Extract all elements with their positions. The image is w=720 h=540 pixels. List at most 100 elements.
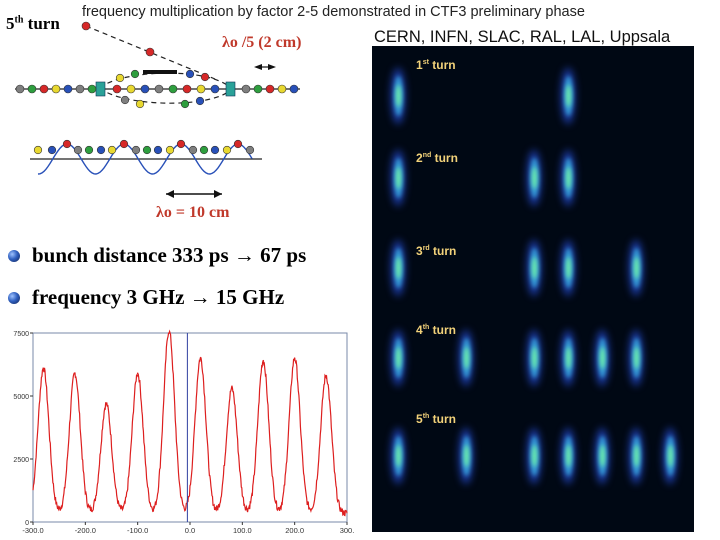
turn-label: 2nd turn <box>416 151 458 165</box>
turn-word: turn <box>432 58 456 72</box>
rf-wave <box>37 143 253 175</box>
turn-number: 2 <box>416 151 423 165</box>
fifth-turn-number: 5 <box>6 14 15 33</box>
bunch-dot <box>210 145 220 155</box>
bullet-icon <box>8 249 20 262</box>
bunch-dot <box>165 145 175 155</box>
bunch-dot <box>63 84 73 94</box>
bunch-spot <box>565 257 571 279</box>
bunch-dot <box>233 139 243 149</box>
bunch-dot <box>168 84 178 94</box>
bunch-spot <box>667 445 673 467</box>
kicker-bar <box>143 70 177 74</box>
turn-word: turn <box>434 151 458 165</box>
turn-label: 5th turn <box>416 412 456 426</box>
bunch-dot <box>200 72 210 82</box>
bunch-dot <box>188 145 198 155</box>
turn-suffix: nd <box>422 152 432 159</box>
y-tick-label: 7500 <box>13 331 29 338</box>
bunch-dot <box>112 84 122 94</box>
bunch-spot <box>395 85 401 107</box>
bunch-dot <box>154 84 164 94</box>
spectrum-peak <box>42 367 45 370</box>
rf-deflector-right <box>225 81 236 97</box>
spectrum-peak <box>168 332 170 334</box>
bunch-dot <box>185 69 195 79</box>
bunch-spot <box>565 85 571 107</box>
fifth-turn-suffix: th <box>14 14 24 26</box>
spectrum-peak <box>74 372 76 375</box>
wavelength-arrow-left <box>166 190 174 198</box>
turn-suffix: th <box>422 413 430 420</box>
fifth-turn-word: turn <box>27 14 60 33</box>
turn-word: turn <box>432 412 456 426</box>
bunch-dot <box>241 84 251 94</box>
bunch-dot <box>73 145 83 155</box>
bunch-spectrum-chart: 0 2500 5000 7500 -300.0 -200.0 -100.0 0.0 100.0 2… <box>13 329 355 535</box>
bunch-dot <box>120 95 130 105</box>
lambda-full-label: λo = 10 cm <box>156 204 230 221</box>
bullet-text: frequency 3 GHz → 15 GHz <box>32 285 285 309</box>
bunch-dot <box>222 145 232 155</box>
bunch-spot <box>463 347 469 369</box>
turn-word: turn <box>432 323 456 337</box>
bunch-dot <box>196 84 206 94</box>
bunch-spot <box>531 257 537 279</box>
turn-word: turn <box>433 244 457 258</box>
bunch-dot <box>153 145 163 155</box>
bunch-dot <box>253 84 263 94</box>
bunch-dot <box>182 84 192 94</box>
bunch-dot <box>176 139 186 149</box>
turn-number: 3 <box>416 244 423 258</box>
spectrum-peak <box>199 357 202 359</box>
x-tick-label: 300. <box>340 526 355 535</box>
bunch-dot <box>131 145 141 155</box>
bunch-combination-diagram <box>15 21 300 198</box>
bunch-dot <box>210 84 220 94</box>
bunch-dot <box>15 84 25 94</box>
bunch-spot <box>531 445 537 467</box>
streak-camera-image: 1st turn 2nd turn 3rd turn 4th turn 5th turn <box>372 46 694 532</box>
spacing-arrow-right <box>268 64 276 70</box>
bunch-spot <box>565 167 571 189</box>
x-tick-label: 100.0 <box>233 526 252 535</box>
y-tick-label: 2500 <box>13 457 29 464</box>
bunch-dot <box>27 84 37 94</box>
bunch-dot <box>47 145 57 155</box>
bunch-dot <box>81 21 91 31</box>
bunch-spot <box>633 257 639 279</box>
bullet-bunch-distance: bunch distance 333 ps → 67 ps <box>8 243 306 268</box>
bunch-dot <box>145 47 155 57</box>
bunch-spot <box>395 257 401 279</box>
x-tick-label: -100.0 <box>127 526 148 535</box>
wavelength-arrow-right <box>214 190 222 198</box>
y-tick-label: 5000 <box>13 394 29 401</box>
bunch-spot <box>599 347 605 369</box>
turn-label: 1st turn <box>416 58 456 72</box>
spectrum-peak <box>231 387 233 390</box>
x-tick-label: -200.0 <box>75 526 96 535</box>
x-tick-label: -300.0 <box>22 526 43 535</box>
bunch-dot <box>87 84 97 94</box>
x-tick-label: 200.0 <box>285 526 304 535</box>
bunch-dot <box>199 145 209 155</box>
bunch-dot <box>39 84 49 94</box>
bunch-dot <box>96 145 106 155</box>
turn-number: 4 <box>416 323 423 337</box>
x-tick-label: 0.0 <box>185 526 195 535</box>
bunch-dot <box>135 99 145 109</box>
bunch-dot <box>265 84 275 94</box>
bunch-spot <box>531 347 537 369</box>
spacing-arrow-left <box>254 64 262 70</box>
bunch-dot <box>75 84 85 94</box>
turn-suffix: st <box>422 59 429 66</box>
fifth-turn-label: 5th turn <box>6 14 60 34</box>
bunch-spot <box>531 167 537 189</box>
lambda-fifth-label: λo /5 (2 cm) <box>222 34 302 51</box>
turn-label: 3rd turn <box>416 244 456 258</box>
bunch-dot <box>245 145 255 155</box>
turn-number: 1 <box>416 58 423 72</box>
y-tick-label: 0 <box>25 520 29 527</box>
spectrum-peak <box>325 375 327 377</box>
bunch-dot <box>62 139 72 149</box>
